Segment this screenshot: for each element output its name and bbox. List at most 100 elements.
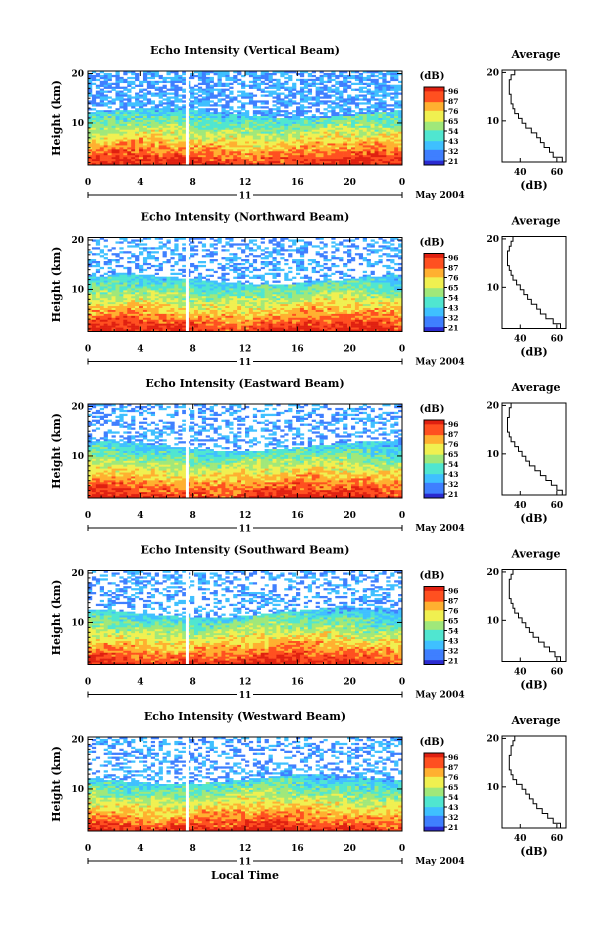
heatmap-cell xyxy=(182,282,187,285)
heatmap-cell xyxy=(311,266,316,270)
heatmap-cell xyxy=(107,261,112,264)
heatmap-cell xyxy=(193,110,199,113)
heatmap-cell xyxy=(166,161,171,164)
heatmap-cell xyxy=(307,145,313,148)
heatmap-cell xyxy=(398,298,403,301)
heatmap-cell xyxy=(233,133,238,136)
heatmap-cell xyxy=(358,72,364,76)
heatmap-cell xyxy=(366,143,371,146)
heatmap-cell xyxy=(150,282,156,285)
heatmap-cell xyxy=(362,127,367,131)
heatmap-cell xyxy=(99,302,104,305)
heatmap-cell xyxy=(225,118,230,121)
heatmap-cell xyxy=(182,71,187,74)
heatmap-cell xyxy=(272,92,277,95)
heatmap-cell xyxy=(119,155,124,158)
heatmap-cell xyxy=(127,270,132,274)
heatmap-cell xyxy=(205,114,210,117)
heatmap-cell xyxy=(245,114,250,117)
heatmap-cell xyxy=(193,157,199,160)
heatmap-cell xyxy=(127,133,132,136)
heatmap-cell xyxy=(241,153,246,156)
heatmap-cell xyxy=(248,127,254,131)
heatmap-cell xyxy=(142,74,148,78)
heatmap-cell xyxy=(217,121,222,125)
heatmap-cell xyxy=(182,94,187,97)
colorbar-segment xyxy=(424,145,444,149)
heatmap-cell xyxy=(221,84,226,87)
heatmap-cell xyxy=(327,159,332,162)
heatmap-cell xyxy=(245,135,250,138)
heatmap-cell xyxy=(182,280,187,283)
heatmap-cell xyxy=(142,80,148,84)
heatmap-cell xyxy=(366,137,371,140)
heatmap-cell xyxy=(217,149,222,152)
heatmap-cell xyxy=(158,302,163,305)
heatmap-cell xyxy=(127,280,132,283)
heatmap-cell xyxy=(307,119,313,123)
heatmap-cell xyxy=(221,282,226,285)
heatmap-cell xyxy=(197,157,203,160)
heatmap-cell xyxy=(201,300,207,303)
heatmap-cell xyxy=(323,251,328,254)
heatmap-cell xyxy=(146,100,152,103)
heatmap-cell xyxy=(95,90,101,93)
heatmap-cell xyxy=(284,286,289,289)
heatmap-cell xyxy=(362,280,367,283)
heatmap-cell xyxy=(264,119,269,123)
heatmap-cell xyxy=(284,125,289,129)
heatmap-cell xyxy=(162,298,167,301)
heatmap-cell xyxy=(350,114,356,117)
heatmap-cell xyxy=(382,163,387,166)
heatmap-cell xyxy=(299,141,305,144)
heatmap-cell xyxy=(335,294,340,297)
heatmap-cell xyxy=(139,90,144,93)
heatmap-cell xyxy=(131,255,136,258)
heatmap-cell xyxy=(354,127,360,131)
heatmap-cell xyxy=(193,96,199,99)
heatmap-cell xyxy=(382,88,387,91)
heatmap-cell xyxy=(233,243,238,246)
heatmap-cell xyxy=(229,153,234,156)
heatmap-cell xyxy=(252,86,258,89)
heatmap-cell xyxy=(103,80,108,84)
heatmap-cell xyxy=(241,129,246,133)
heatmap-cell xyxy=(366,123,371,127)
heatmap-cell xyxy=(296,163,301,166)
heatmap-cell xyxy=(264,106,269,109)
heatmap-cell xyxy=(272,100,277,103)
heatmap-cell xyxy=(201,71,207,74)
heatmap-cell xyxy=(178,255,183,258)
heatmap-cell xyxy=(335,288,340,291)
heatmap-cell xyxy=(107,78,112,82)
heatmap-cell xyxy=(378,245,383,248)
heatmap-cell xyxy=(95,135,101,138)
heatmap-cell xyxy=(382,118,387,121)
heatmap-cell xyxy=(335,300,340,303)
heatmap-cell xyxy=(139,133,144,136)
heatmap-cell xyxy=(123,153,128,156)
heatmap-cell xyxy=(319,112,324,115)
heatmap-cell xyxy=(284,159,289,162)
heatmap-cell xyxy=(378,102,383,105)
heatmap-cell xyxy=(91,272,97,276)
heatmap-cell xyxy=(197,102,203,105)
heatmap-cell xyxy=(166,296,171,299)
heatmap-cell xyxy=(158,147,163,150)
heatmap-cell xyxy=(197,72,203,76)
heatmap-cell xyxy=(205,255,210,258)
heatmap-cell xyxy=(209,159,214,162)
heatmap-cell xyxy=(374,157,379,160)
heatmap-cell xyxy=(362,96,367,99)
heatmap-cell xyxy=(280,125,285,129)
heatmap-cell xyxy=(135,100,140,103)
heatmap-cell xyxy=(174,72,179,76)
heatmap-cell xyxy=(213,282,218,285)
heatmap-cell xyxy=(201,141,207,144)
heatmap-cell xyxy=(256,286,261,289)
heatmap-cell xyxy=(394,123,399,127)
heatmap-cell xyxy=(107,118,112,121)
heatmap-cell xyxy=(260,276,265,279)
heatmap-cell xyxy=(386,108,391,111)
heatmap-cell xyxy=(139,159,144,162)
